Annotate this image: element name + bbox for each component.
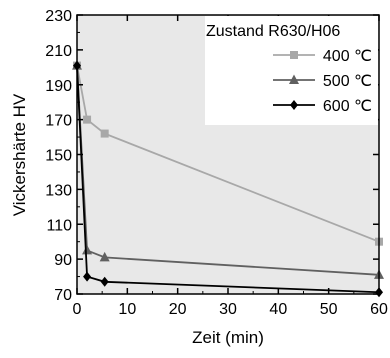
data-point-2-1 [83,271,92,282]
y-tick-label-7: 210 [45,43,72,60]
legend-label-1: 500 ℃ [323,73,372,90]
x-tick-label-2: 20 [169,301,187,318]
legend-marker-1 [289,74,299,84]
legend-label-0: 400 ℃ [323,48,372,65]
x-tick-label-4: 40 [269,301,287,318]
legend: Zustand R630/H06 400 ℃ 500 ℃ 600 ℃ [205,16,378,125]
x-tick-label-1: 10 [118,301,136,318]
series-line-0 [76,65,380,243]
y-tick-label-6: 190 [45,78,72,95]
axis-layer: 0 10 20 30 40 50 60 70 90 110 130 150 170 190 210 230 [45,8,388,318]
legend-entries: 400 ℃ 500 ℃ 600 ℃ [273,48,372,115]
x-tick-label-3: 30 [219,301,237,318]
data-point-0-1 [83,115,92,124]
y-tick-label-8: 230 [45,8,72,25]
y-tick-label-2: 110 [46,217,72,234]
legend-title: Zustand R630/H06 [206,23,340,40]
legend-marker-2 [290,100,298,110]
y-tick-label-3: 130 [45,182,72,199]
y-tick-label-0: 70 [54,287,72,304]
x-tick-label-5: 50 [320,301,338,318]
data-point-1-2 [99,251,110,262]
legend-label-2: 600 ℃ [323,98,372,115]
y-tick-label-4: 150 [45,148,72,165]
data-point-0-2 [100,129,109,138]
data-point-1-1 [82,244,93,255]
x-axis-label: Zeit (min) [192,328,264,347]
x-tick-label-6: 60 [370,301,388,318]
y-tick-label-1: 90 [54,252,72,269]
series-line-2 [76,65,380,294]
y-axis-label: Vickershärte HV [10,93,29,216]
data-point-2-2 [100,276,109,287]
y-tick-label-5: 170 [45,113,72,130]
legend-marker-0 [290,51,298,59]
x-tick-label-0: 0 [73,301,82,318]
